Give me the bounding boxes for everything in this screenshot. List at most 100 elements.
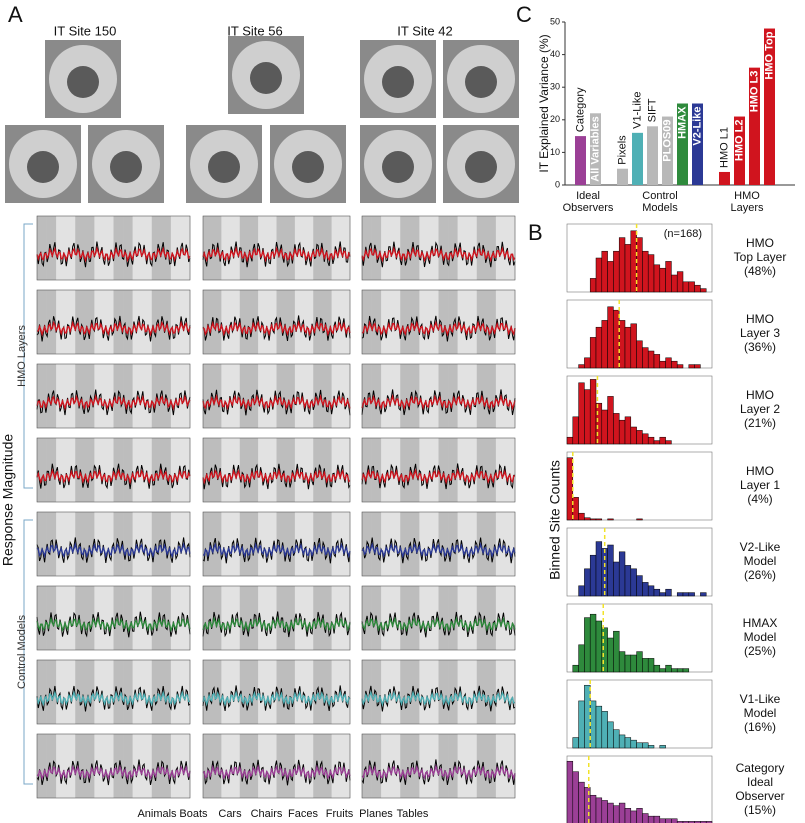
category-band <box>84 734 95 798</box>
category-band <box>428 290 439 354</box>
category-band <box>230 512 241 576</box>
category-band <box>56 438 66 502</box>
group-label: Ideal <box>576 190 600 202</box>
trace-model <box>361 320 516 337</box>
histogram-bar <box>694 284 701 293</box>
category-band <box>340 364 351 428</box>
trace-observed <box>202 611 351 638</box>
category-band <box>75 216 86 280</box>
category-band <box>151 660 162 724</box>
histogram-bar <box>642 250 649 293</box>
group-label: Models <box>642 202 678 214</box>
category-band <box>390 290 401 354</box>
category-band <box>448 216 458 280</box>
bar-label: V1-Like <box>631 92 643 129</box>
category-band <box>37 512 47 576</box>
histogram-bar <box>618 237 626 293</box>
category-band <box>103 290 114 354</box>
category-band <box>304 438 314 502</box>
trace-model <box>36 394 191 411</box>
bar-label: Pixels <box>616 135 628 165</box>
category-band <box>56 512 66 576</box>
y-axis-label: Response Magnitude <box>0 434 16 567</box>
category-band <box>438 660 449 724</box>
category-band <box>170 734 181 798</box>
histogram-bar <box>630 230 637 293</box>
category-band <box>390 512 401 576</box>
category-band <box>505 290 516 354</box>
category-band <box>221 586 231 650</box>
histogram-bar <box>595 705 603 749</box>
category-band <box>438 216 449 280</box>
category-band <box>258 586 268 650</box>
histogram-bar <box>572 737 579 749</box>
category-band <box>103 660 114 724</box>
category-band <box>103 216 114 280</box>
category-band <box>486 512 497 576</box>
category-band <box>239 734 250 798</box>
category-band <box>84 512 95 576</box>
histogram-bar <box>601 800 608 823</box>
category-band <box>65 734 76 798</box>
histogram-bar <box>613 805 620 823</box>
category-band <box>322 660 332 724</box>
trace-frame <box>361 659 516 725</box>
category-band <box>419 438 430 502</box>
histogram-bar <box>589 278 597 293</box>
histogram-bar <box>618 320 626 369</box>
trace-observed <box>36 537 191 563</box>
histogram-bar <box>589 794 597 823</box>
histogram-bar <box>636 237 643 293</box>
bar <box>647 126 658 185</box>
histogram-bar <box>618 419 626 445</box>
histogram-bar <box>642 433 649 445</box>
histogram-bar <box>578 644 585 673</box>
category-band <box>161 586 172 650</box>
category-band <box>258 438 268 502</box>
histogram-name: Observer <box>735 789 784 803</box>
category-band <box>151 438 162 502</box>
trace-model <box>36 541 191 559</box>
category-band <box>322 512 332 576</box>
category-band <box>230 586 241 650</box>
histogram-bar <box>613 729 620 749</box>
trace-model <box>361 616 516 633</box>
category-band <box>340 438 351 502</box>
trace-frame <box>202 215 351 281</box>
category-band <box>390 734 401 798</box>
category-band <box>203 660 213 724</box>
category-band <box>322 290 332 354</box>
category-band <box>258 512 268 576</box>
category-band <box>151 734 162 798</box>
category-band <box>409 512 420 576</box>
trace-frame <box>361 511 516 577</box>
category-band <box>203 734 213 798</box>
y-tick-label: 50 <box>550 16 560 26</box>
category-band <box>285 438 296 502</box>
histogram-bar <box>676 364 684 369</box>
histogram-bar <box>578 512 585 521</box>
category-band <box>46 364 57 428</box>
category-band <box>84 586 95 650</box>
bar <box>764 28 775 185</box>
trace-model <box>361 763 516 781</box>
category-band <box>362 216 372 280</box>
histogram-bar <box>630 654 637 673</box>
category-band <box>438 290 449 354</box>
histogram-bar <box>607 518 614 521</box>
histogram-bar <box>584 517 591 521</box>
histogram-bar <box>642 813 649 823</box>
category-band <box>304 512 314 576</box>
category-band <box>203 512 213 576</box>
histogram-bar <box>607 261 614 293</box>
category-band <box>75 660 86 724</box>
category-band <box>75 734 86 798</box>
category-band <box>400 660 411 724</box>
category-band <box>37 438 47 502</box>
histogram-bar <box>607 802 614 823</box>
trace-observed <box>202 759 351 786</box>
histogram-bar <box>665 588 672 597</box>
histogram-bar <box>584 684 591 749</box>
category-band <box>371 216 382 280</box>
category-band <box>123 586 133 650</box>
